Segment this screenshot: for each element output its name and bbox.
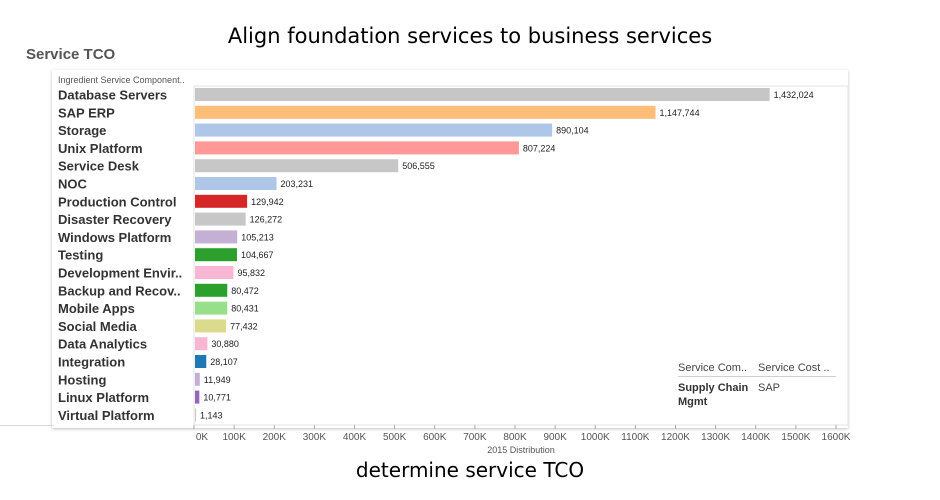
data-label: 105,213: [241, 232, 274, 242]
x-tick-label: 200K: [263, 432, 287, 443]
bar[interactable]: [195, 319, 227, 333]
bar[interactable]: [195, 194, 248, 208]
bar[interactable]: [195, 159, 399, 173]
category-label: Hosting: [58, 372, 106, 387]
data-label: 890,104: [556, 126, 589, 136]
category-label: Mobile Apps: [58, 301, 135, 316]
category-label: Development Envir..: [58, 266, 182, 281]
x-tick-label: 900K: [543, 432, 567, 443]
tooltip-header-2: Service Cost ..: [758, 362, 830, 374]
row-header: Ingredient Service Component..: [58, 75, 185, 85]
x-tick-label: 100K: [222, 432, 246, 443]
category-label: Virtual Platform: [58, 408, 155, 423]
bar[interactable]: [195, 88, 770, 101]
bar[interactable]: [195, 355, 207, 368]
x-tick-label: 700K: [463, 432, 487, 443]
data-label: 1,432,024: [774, 90, 814, 100]
x-tick-label: 800K: [503, 432, 527, 443]
data-label: 95,832: [237, 268, 265, 278]
x-tick-label: 0K: [196, 432, 209, 443]
data-label: 30,880: [211, 339, 239, 349]
x-tick-label: 1000K: [581, 432, 610, 443]
category-label: Database Servers: [58, 88, 167, 103]
bar[interactable]: [195, 230, 238, 244]
x-tick-label: 1400K: [741, 432, 770, 443]
category-label: Social Media: [58, 319, 138, 334]
data-label: 11,949: [204, 375, 231, 385]
x-tick-label: 500K: [383, 432, 407, 443]
category-label: Integration: [58, 355, 125, 370]
data-label: 104,667: [241, 250, 274, 260]
x-axis: 0K 100K 200K 300K 400K 500K 600K 700K 800K 900K 10…: [193, 425, 851, 443]
data-label: 807,224: [523, 143, 556, 153]
annotation-top: Align foundation services to business se…: [227, 24, 713, 48]
bar[interactable]: [195, 301, 228, 315]
x-tick-label: 1100K: [621, 432, 650, 443]
x-tick-label: 1500K: [781, 432, 810, 443]
category-label: Linux Platform: [58, 390, 149, 405]
data-label: 80,431: [231, 304, 259, 314]
category-label: Testing: [58, 248, 103, 263]
category-label: Backup and Recov..: [58, 283, 181, 298]
data-label: 506,555: [402, 161, 435, 171]
category-label: SAP ERP: [58, 105, 115, 120]
x-tick-label: 1300K: [701, 432, 730, 443]
bar[interactable]: [195, 105, 656, 119]
bar[interactable]: [195, 266, 234, 279]
category-label: Storage: [58, 123, 106, 138]
tooltip-value-row: Supply Chain Mgmt SAP: [678, 377, 836, 409]
tooltip-header-1: Service Com..: [678, 362, 748, 374]
tooltip-header-row: Service Com.. Service Cost ..: [678, 362, 836, 377]
data-label: 28,107: [210, 357, 238, 367]
bar[interactable]: [195, 177, 277, 190]
x-tick-label: 300K: [303, 432, 327, 443]
bar[interactable]: [195, 248, 237, 262]
x-tick-label: 600K: [423, 432, 447, 443]
tooltip-value-2: SAP: [758, 382, 781, 394]
category-label: Production Control: [58, 194, 176, 209]
data-label: 1,143: [200, 410, 223, 420]
data-label: 77,432: [230, 321, 258, 331]
x-tick-label: 1600K: [822, 432, 851, 443]
data-label: 1,147,744: [660, 108, 700, 118]
bar[interactable]: [195, 212, 246, 226]
bar[interactable]: [195, 141, 519, 155]
data-label: 129,942: [251, 197, 284, 207]
bar[interactable]: [195, 408, 196, 422]
x-tick-label: 1200K: [661, 432, 690, 443]
x-axis-title: 2015 Distribution: [487, 445, 555, 455]
bar[interactable]: [195, 123, 553, 137]
category-label: Data Analytics: [58, 337, 147, 352]
category-label: Windows Platform: [58, 230, 171, 245]
sheet-title: Service TCO: [26, 46, 116, 63]
divider-line: [0, 425, 54, 426]
data-label: 203,231: [281, 179, 314, 189]
tooltip-value-1: Supply Chain Mgmt: [678, 382, 749, 408]
data-label: 126,272: [250, 215, 283, 225]
bar[interactable]: [195, 372, 200, 386]
category-label: NOC: [58, 177, 88, 192]
x-tick-label: 400K: [343, 432, 367, 443]
category-label: Unix Platform: [58, 141, 143, 156]
category-label: Service Desk: [58, 159, 140, 174]
annotation-bottom: determine service TCO: [355, 458, 585, 482]
data-label: 10,771: [203, 393, 231, 403]
plot-frame: [193, 85, 849, 426]
data-label: 80,472: [231, 286, 259, 296]
bars-layer: Database Servers 1,432,024 SAP ERP 1,147,74…: [58, 88, 814, 423]
bar[interactable]: [195, 337, 208, 351]
bar[interactable]: [195, 390, 200, 404]
tooltip-card: Service Com.. Service Cost .. Supply Cha…: [678, 362, 836, 409]
bar[interactable]: [195, 283, 228, 297]
category-label: Disaster Recovery: [58, 212, 172, 227]
